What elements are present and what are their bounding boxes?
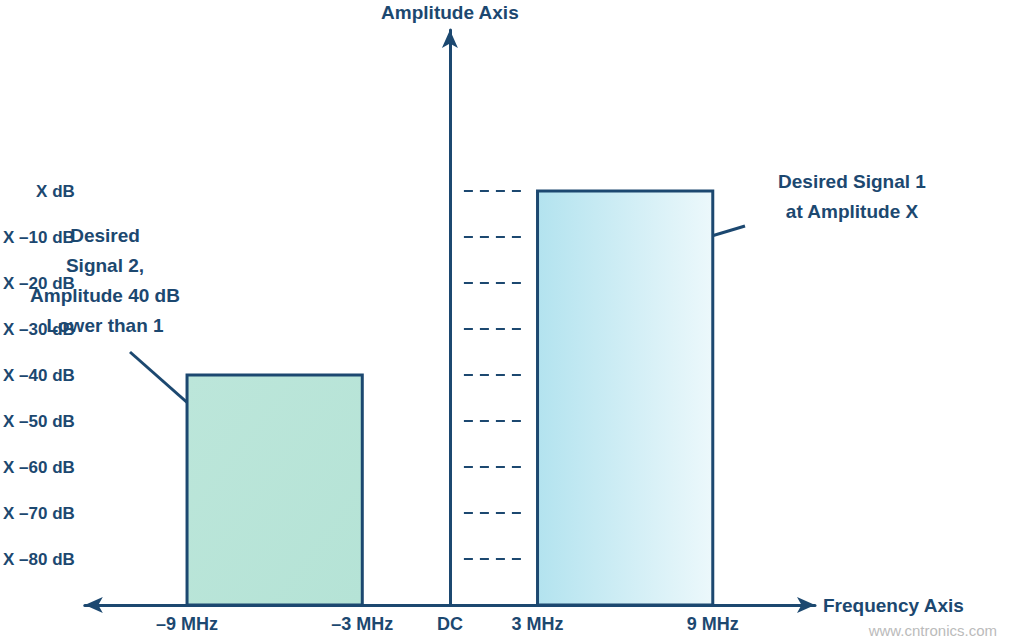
- svg-text:X –70 dB: X –70 dB: [3, 504, 75, 523]
- svg-text:Frequency Axis: Frequency Axis: [823, 595, 964, 616]
- svg-text:Desired Signal 1: Desired Signal 1: [778, 171, 926, 192]
- svg-text:at Amplitude X: at Amplitude X: [786, 201, 919, 222]
- svg-text:–9 MHz: –9 MHz: [156, 614, 218, 634]
- svg-text:X dB: X dB: [36, 182, 75, 201]
- svg-text:Amplitude Axis: Amplitude Axis: [381, 2, 519, 23]
- svg-text:3 MHz: 3 MHz: [512, 614, 564, 634]
- svg-text:X –60 dB: X –60 dB: [3, 458, 75, 477]
- svg-text:X –50 dB: X –50 dB: [3, 412, 75, 431]
- svg-text:X –30 dB: X –30 dB: [3, 320, 75, 339]
- svg-text:Amplitude 40 dB: Amplitude 40 dB: [30, 284, 180, 306]
- svg-text:DC: DC: [437, 614, 463, 634]
- svg-text:Lower than 1: Lower than 1: [46, 314, 164, 336]
- svg-text:X –10 dB: X –10 dB: [3, 228, 75, 247]
- svg-text:www.cntronics.com: www.cntronics.com: [868, 622, 997, 639]
- svg-text:Desired: Desired: [70, 225, 140, 246]
- svg-text:–3 MHz: –3 MHz: [331, 614, 393, 634]
- svg-text:9 MHz: 9 MHz: [687, 614, 739, 634]
- svg-text:Signal 2,: Signal 2,: [66, 255, 144, 276]
- svg-text:X –40 dB: X –40 dB: [3, 366, 75, 385]
- svg-text:X –80 dB: X –80 dB: [3, 550, 75, 569]
- svg-text:X –20 dB: X –20 dB: [3, 274, 75, 293]
